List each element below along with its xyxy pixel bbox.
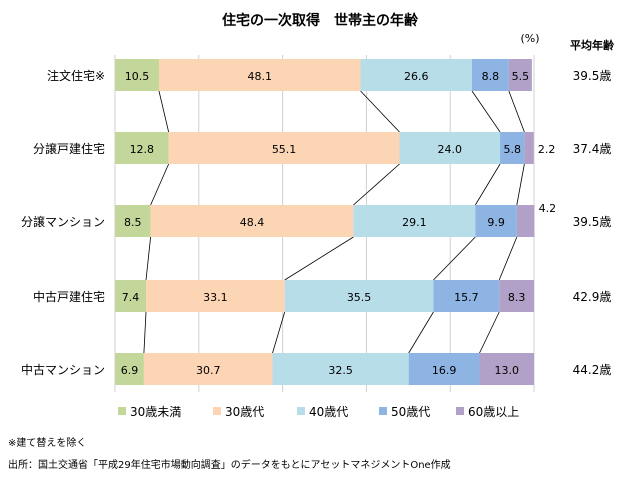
unit-label: (%) — [520, 32, 539, 45]
data-label: 33.1 — [203, 291, 228, 304]
series-connector-line — [284, 236, 354, 281]
series-connector-line — [408, 311, 434, 354]
series-connector-line — [360, 90, 400, 133]
series-connector-line — [479, 311, 500, 354]
data-label: 8.3 — [508, 291, 526, 304]
bar-segment — [115, 280, 147, 312]
series-connector-line — [353, 163, 400, 206]
bar-segment — [168, 132, 400, 164]
legend-swatch — [379, 407, 387, 415]
series-connector-line — [272, 311, 286, 354]
data-label: 16.9 — [432, 364, 457, 377]
data-label: 7.4 — [122, 291, 140, 304]
data-label: 13.0 — [495, 364, 520, 377]
bar-segment — [150, 205, 354, 237]
legend-label: 30歳未満 — [130, 405, 181, 419]
data-label: 30.7 — [196, 364, 221, 377]
data-label: 8.8 — [482, 70, 500, 83]
category-label: 中古戸建住宅 — [33, 289, 105, 304]
bar-segment — [508, 59, 532, 91]
average-age-header: 平均年齢 — [570, 38, 615, 52]
legend-swatch — [118, 407, 126, 415]
data-label: 24.0 — [438, 143, 463, 156]
data-label: 5.5 — [512, 70, 530, 83]
average-age-value: 42.9歳 — [573, 290, 612, 304]
bar-segment — [524, 132, 534, 164]
series-connector-line — [516, 163, 525, 206]
average-age-value: 44.2歳 — [573, 363, 612, 377]
bar-segment — [115, 132, 169, 164]
legend-swatch — [213, 407, 221, 415]
data-label: 15.7 — [454, 291, 479, 304]
footnote: ※建て替えを除く — [8, 436, 86, 449]
series-connector-line — [143, 311, 147, 354]
category-label: 分譲マンション — [21, 214, 105, 229]
bar-segment — [399, 132, 501, 164]
bar-segment — [433, 280, 500, 312]
bar-segment — [475, 205, 517, 237]
data-label: 35.5 — [347, 291, 372, 304]
series-connector-line — [433, 236, 476, 281]
data-label: 8.5 — [124, 216, 142, 229]
bar-segment — [115, 353, 144, 385]
data-label: 9.9 — [487, 216, 505, 229]
bar-segment — [158, 59, 361, 91]
legend-label: 40歳代 — [309, 405, 348, 419]
bar-segment — [143, 353, 273, 385]
bar-segment — [471, 59, 509, 91]
data-label: 32.5 — [328, 364, 353, 377]
series-connector-line — [508, 90, 525, 133]
bar-segment — [516, 205, 535, 237]
data-label: 2.2 — [538, 143, 556, 156]
data-label: 10.5 — [125, 70, 150, 83]
data-label: 6.9 — [121, 364, 139, 377]
chart-title: 住宅の一次取得 世帯主の年齢 — [222, 12, 419, 29]
data-label: 48.4 — [240, 216, 265, 229]
series-connector-line — [471, 90, 501, 133]
legend-swatch — [456, 407, 464, 415]
legend-label: 30歳代 — [225, 405, 264, 419]
bar-segment — [272, 353, 409, 385]
category-label: 分譲戸建住宅 — [33, 141, 105, 156]
series-connector-line — [150, 163, 169, 206]
bar-segment — [360, 59, 472, 91]
legend-label: 60歳以上 — [468, 405, 519, 419]
bar-segment — [353, 205, 476, 237]
series-connector-line — [145, 236, 152, 281]
data-label: 29.1 — [402, 216, 427, 229]
data-label: 5.8 — [503, 143, 521, 156]
legend-swatch — [297, 407, 305, 415]
average-age-value: 39.5歳 — [573, 69, 612, 83]
bar-segment — [408, 353, 480, 385]
data-label: 55.1 — [272, 143, 297, 156]
bar-segment — [499, 280, 534, 312]
category-label: 中古マンション — [21, 362, 105, 377]
legend-label: 50歳代 — [391, 405, 430, 419]
data-label: 4.2 — [539, 202, 557, 215]
average-age-value: 37.4歳 — [573, 142, 612, 156]
series-connector-line — [158, 90, 170, 133]
bar-segment — [284, 280, 434, 312]
data-label: 12.8 — [130, 143, 155, 156]
data-label: 48.1 — [248, 70, 273, 83]
bar-segment — [115, 205, 151, 237]
bar-segment — [500, 132, 525, 164]
category-label: 注文住宅※ — [47, 68, 105, 83]
bar-segment — [479, 353, 534, 385]
bar-segment — [115, 59, 159, 91]
bar-segment — [146, 280, 285, 312]
source-note: 出所：国土交通省「平成29年住宅市場動向調査」のデータをもとにアセットマネジメン… — [8, 458, 451, 471]
data-label: 26.6 — [404, 70, 429, 83]
series-connector-line — [498, 236, 518, 281]
average-age-value: 39.5歳 — [573, 215, 612, 229]
series-connector-line — [474, 163, 501, 206]
